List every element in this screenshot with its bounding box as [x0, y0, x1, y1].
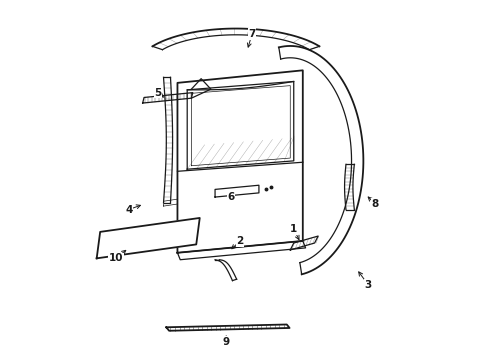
Text: 4: 4 [125, 204, 132, 215]
Text: 8: 8 [371, 199, 379, 209]
Polygon shape [97, 218, 200, 258]
Text: 2: 2 [237, 236, 244, 246]
Text: 3: 3 [365, 280, 372, 290]
Text: 5: 5 [154, 87, 162, 98]
Text: 9: 9 [222, 337, 230, 347]
Text: 6: 6 [227, 192, 235, 202]
Text: 1: 1 [290, 224, 297, 234]
Text: 7: 7 [248, 29, 256, 39]
Polygon shape [166, 324, 290, 331]
Text: 10: 10 [109, 253, 123, 263]
